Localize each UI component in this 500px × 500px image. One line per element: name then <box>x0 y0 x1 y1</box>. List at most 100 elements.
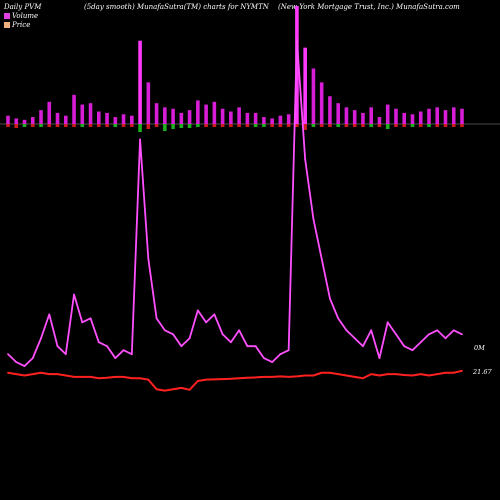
volume-bar <box>39 110 43 124</box>
volume-bar <box>179 112 184 124</box>
volume-bar <box>229 111 233 124</box>
volume-bar <box>47 101 52 124</box>
volume-bar <box>220 108 225 124</box>
volume-point <box>378 357 381 360</box>
flow-bar <box>451 124 456 127</box>
price-point <box>31 373 34 376</box>
price-point <box>56 373 59 376</box>
volume-point <box>114 357 117 360</box>
flow-bar <box>286 124 291 127</box>
volume-point <box>411 349 414 352</box>
volume-bar <box>427 108 431 124</box>
volume-point <box>395 333 397 336</box>
volume-point <box>23 365 26 367</box>
volume-point <box>81 321 84 324</box>
volume-point <box>139 138 141 141</box>
volume-point <box>304 158 307 161</box>
volume-bar <box>460 108 464 124</box>
volume-point <box>196 309 199 312</box>
price-point <box>15 373 18 376</box>
volume-bar <box>262 117 266 124</box>
volume-point <box>452 329 455 332</box>
volume-point <box>97 341 100 344</box>
volume-point <box>461 333 463 336</box>
volume-point <box>279 353 282 356</box>
flow-bar <box>121 124 126 127</box>
volume-swatch <box>4 13 10 19</box>
price-point <box>279 375 282 378</box>
flow-bar <box>105 124 109 127</box>
volume-point <box>147 257 150 260</box>
volume-bar <box>369 107 373 124</box>
chart-title: (5day smooth) MunafaSutra(TM) charts for… <box>84 3 269 11</box>
price-point <box>403 374 406 376</box>
volume-point <box>180 345 183 348</box>
volume-point <box>296 39 298 41</box>
flow-bar <box>179 124 184 128</box>
flow-bar <box>196 124 200 127</box>
volume-point <box>419 341 422 344</box>
price-point <box>419 373 422 376</box>
flow-bar <box>237 124 241 127</box>
price-point <box>89 375 92 378</box>
volume-bar <box>88 103 93 124</box>
volume-point <box>106 345 108 348</box>
flow-bar <box>6 124 10 127</box>
volume-point <box>320 257 323 260</box>
volume-point <box>229 341 232 344</box>
volume-point <box>205 321 208 324</box>
flow-bar <box>460 124 464 127</box>
volume-bar <box>377 117 382 124</box>
flow-bar <box>443 124 448 127</box>
price-point <box>452 371 455 374</box>
volume-bar <box>336 103 340 124</box>
legend-item-volume: Volume <box>4 12 38 20</box>
volume-point <box>31 357 34 360</box>
volume-bar <box>154 103 159 124</box>
flow-bar <box>377 124 382 127</box>
volume-point <box>7 353 9 356</box>
volume-bar <box>253 112 258 124</box>
volume-point <box>188 337 191 340</box>
flow-bar <box>30 124 35 127</box>
volume-bar <box>121 114 126 124</box>
volume-bar <box>311 68 316 124</box>
volume-point <box>370 329 373 332</box>
volume-bar <box>30 117 35 124</box>
price-swatch <box>4 22 10 28</box>
price-point <box>444 371 447 374</box>
volume-point <box>403 345 406 348</box>
volume-bar <box>245 112 250 124</box>
flow-bar <box>319 124 324 127</box>
flow-bar <box>410 124 415 127</box>
flow-bar <box>344 124 349 127</box>
price-point <box>262 375 265 378</box>
volume-bar <box>328 96 332 124</box>
price-point <box>122 375 125 378</box>
price-point <box>461 369 463 372</box>
volume-bar <box>55 112 60 124</box>
price-point <box>386 373 389 376</box>
volume-bar <box>402 112 407 124</box>
price-point <box>436 373 439 376</box>
volume-point <box>73 293 75 296</box>
volume-point <box>221 333 224 336</box>
volume-bar <box>113 117 118 124</box>
volume-point <box>89 317 92 320</box>
flow-bar <box>204 124 208 127</box>
price-point <box>345 374 348 377</box>
price-point <box>246 376 249 379</box>
legend-item-price: Price <box>4 21 30 29</box>
volume-point <box>238 329 241 332</box>
price-point <box>196 380 199 382</box>
volume-bar <box>130 115 134 124</box>
volume-point <box>353 337 356 340</box>
flow-bar <box>187 124 192 128</box>
volume-bar <box>286 114 291 124</box>
flow-bar <box>212 124 217 127</box>
flow-bar <box>435 124 440 127</box>
flow-bar <box>63 124 68 127</box>
price-point <box>221 378 224 380</box>
